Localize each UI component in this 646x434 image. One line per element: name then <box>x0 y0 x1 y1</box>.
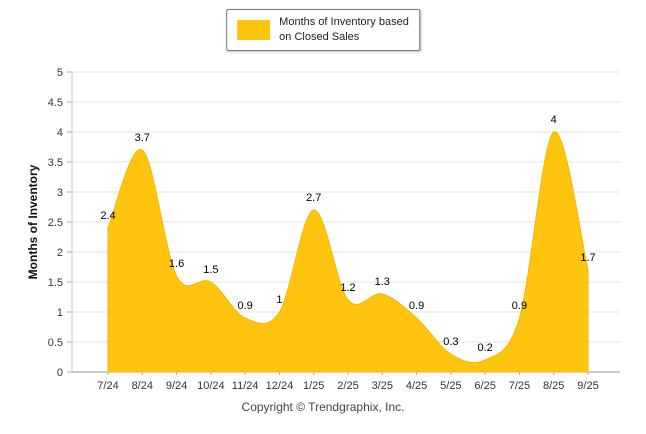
data-label: 2.4 <box>100 210 115 222</box>
y-tick-label: 3.5 <box>48 157 63 169</box>
y-tick-label: 0.5 <box>48 337 63 349</box>
y-axis-title: Months of Inventory <box>26 164 40 280</box>
data-label: 0.9 <box>237 300 252 312</box>
data-label: 1.2 <box>340 282 355 294</box>
x-tick-label: 12/24 <box>266 380 294 392</box>
y-tick-label: 1 <box>57 307 63 319</box>
data-label: 1 <box>276 294 282 306</box>
data-label: 1.3 <box>375 276 390 288</box>
data-label: 3.7 <box>135 132 150 144</box>
x-tick-label: 3/25 <box>372 380 393 392</box>
legend-label: Months of Inventory based on Closed Sale… <box>279 15 409 45</box>
data-label: 2.7 <box>306 192 321 204</box>
legend-label-line2: on Closed Sales <box>279 30 360 43</box>
legend: Months of Inventory based on Closed Sale… <box>226 9 420 51</box>
x-tick-label: 11/24 <box>232 380 259 392</box>
x-tick-label: 2/25 <box>337 380 358 392</box>
data-label: 0.9 <box>409 300 424 312</box>
data-label: 4 <box>551 114 557 126</box>
x-tick-label: 4/25 <box>406 380 427 392</box>
x-tick-label: 8/24 <box>132 380 153 392</box>
copyright: Copyright © Trendgraphix, Inc. <box>241 400 405 414</box>
x-tick-label: 9/24 <box>166 380 187 392</box>
legend-label-line1: Months of Inventory based <box>279 16 409 28</box>
x-tick-label: 7/24 <box>97 380 118 392</box>
y-tick-label: 2 <box>57 247 63 259</box>
y-tick-label: 4 <box>57 127 63 139</box>
data-label: 1.6 <box>169 258 184 270</box>
y-tick-label: 2.5 <box>48 217 63 229</box>
x-tick-label: 10/24 <box>197 380 225 392</box>
data-label: 0.2 <box>477 342 492 354</box>
x-tick-label: 8/25 <box>543 380 564 392</box>
x-tick-label: 5/25 <box>440 380 461 392</box>
y-tick-label: 0 <box>57 367 63 379</box>
x-tick-label: 6/25 <box>474 380 495 392</box>
y-tick-label: 3 <box>57 187 63 199</box>
data-label: 0.9 <box>512 300 527 312</box>
x-tick-label: 1/25 <box>303 380 324 392</box>
legend-swatch <box>237 19 271 40</box>
data-label: 1.7 <box>580 252 595 264</box>
x-tick-label: 7/25 <box>509 380 530 392</box>
y-tick-label: 4.5 <box>48 97 63 109</box>
y-tick-label: 1.5 <box>48 277 63 289</box>
y-tick-label: 5 <box>57 67 63 79</box>
data-label: 0.3 <box>443 336 458 348</box>
area-series <box>107 131 589 373</box>
data-label: 1.5 <box>203 264 218 276</box>
x-tick-label: 9/25 <box>577 380 598 392</box>
